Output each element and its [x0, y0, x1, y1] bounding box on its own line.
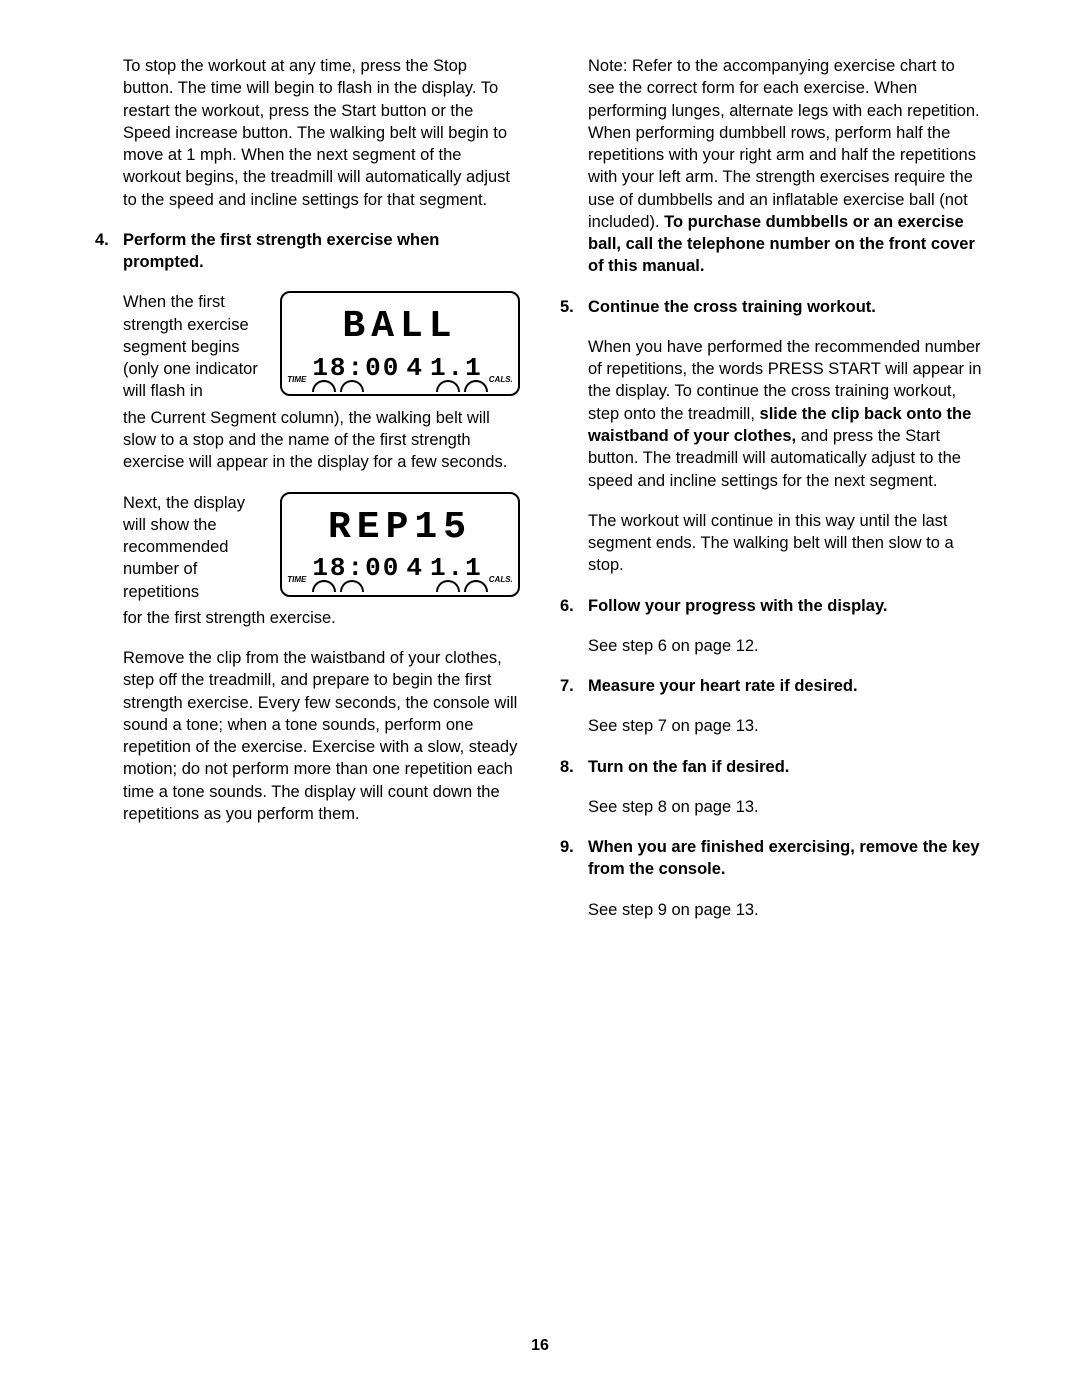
lcd-time-label: TIME — [287, 375, 306, 386]
step-title: Perform the first strength exercise when… — [123, 229, 520, 274]
step-number: 5. — [560, 296, 588, 318]
paragraph: See step 7 on page 13. — [588, 715, 985, 737]
lcd-mid: 4 — [406, 551, 424, 586]
paragraph: When you have performed the recommended … — [588, 336, 985, 492]
step-title: Follow your progress with the display. — [588, 595, 985, 617]
lcd-main-text: REP15 — [282, 502, 518, 553]
paragraph: To stop the workout at any time, press t… — [123, 55, 520, 211]
text: Note: Refer to the accompanying exercise… — [588, 57, 980, 231]
step-title: Turn on the fan if desired. — [588, 756, 985, 778]
step-number: 9. — [560, 836, 588, 881]
step-number: 6. — [560, 595, 588, 617]
step-number: 7. — [560, 675, 588, 697]
lcd-cals-label: CALS. — [489, 575, 513, 586]
paragraph: The workout will continue in this way un… — [588, 510, 985, 577]
step-title: Continue the cross training workout. — [588, 296, 985, 318]
step-number: 4. — [95, 229, 123, 274]
paragraph-with-lcd: BALL TIME 18:00 4 1.1 CALS. When the fir… — [123, 291, 520, 402]
step-8-heading: 8. Turn on the fan if desired. — [560, 756, 985, 778]
step-title: Measure your heart rate if desired. — [588, 675, 985, 697]
paragraph: the Current Segment column), the walking… — [123, 407, 520, 474]
left-column: To stop the workout at any time, press t… — [95, 55, 520, 939]
lcd-main-text: BALL — [282, 301, 518, 352]
paragraph: Note: Refer to the accompanying exercise… — [588, 55, 985, 278]
paragraph: for the first strength exercise. — [123, 607, 520, 629]
lcd-cals-label: CALS. — [489, 375, 513, 386]
right-column: Note: Refer to the accompanying exercise… — [560, 55, 985, 939]
lcd-time-label: TIME — [287, 575, 306, 586]
lcd-display-ball: BALL TIME 18:00 4 1.1 CALS. — [280, 291, 520, 396]
step-4-heading: 4. Perform the first strength exercise w… — [95, 229, 520, 274]
paragraph: See step 6 on page 12. — [588, 635, 985, 657]
paragraph-with-lcd: REP15 TIME 18:00 4 1.1 CALS. Next, the d… — [123, 492, 520, 603]
step-5-heading: 5. Continue the cross training workout. — [560, 296, 985, 318]
paragraph: See step 9 on page 13. — [588, 899, 985, 921]
lcd-mid: 4 — [406, 351, 424, 386]
page-content: To stop the workout at any time, press t… — [0, 0, 1080, 999]
lcd-display-rep: REP15 TIME 18:00 4 1.1 CALS. — [280, 492, 520, 597]
step-9-heading: 9. When you are finished exercising, rem… — [560, 836, 985, 881]
step-title: When you are finished exercising, remove… — [588, 836, 985, 881]
step-6-heading: 6. Follow your progress with the display… — [560, 595, 985, 617]
page-number: 16 — [0, 1335, 1080, 1357]
paragraph: Remove the clip from the waistband of yo… — [123, 647, 520, 825]
step-number: 8. — [560, 756, 588, 778]
step-7-heading: 7. Measure your heart rate if desired. — [560, 675, 985, 697]
paragraph: See step 8 on page 13. — [588, 796, 985, 818]
